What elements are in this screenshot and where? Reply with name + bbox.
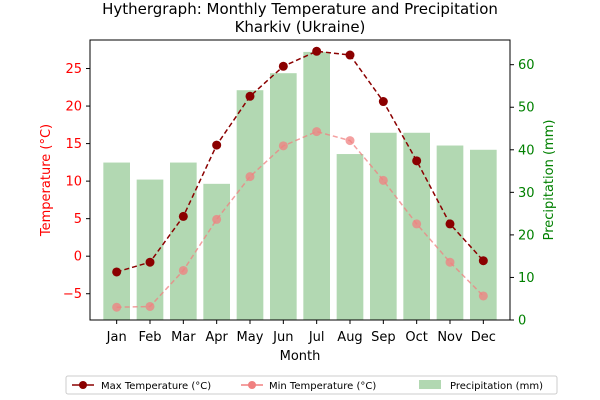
y-axis-right: 0 10 20 30 40 50 60	[510, 58, 535, 329]
legend-min-swatch-marker	[248, 381, 256, 389]
y-right-tick-label: 20	[518, 228, 535, 243]
max-temp-point	[312, 46, 322, 56]
min-temp-point	[345, 136, 355, 146]
y-left-tick-label: −5	[63, 287, 82, 302]
max-temp-point	[412, 156, 422, 166]
chart-title: Hythergraph: Monthly Temperature and Pre…	[102, 0, 498, 36]
x-tick-label: Mar	[171, 330, 196, 345]
x-tick-label: Dec	[471, 330, 496, 345]
min-temp-point	[312, 127, 322, 137]
legend-min-label: Min Temperature (°C)	[269, 381, 376, 392]
legend-precip-swatch	[419, 380, 441, 389]
min-temp-point	[478, 291, 488, 301]
min-temp-point	[245, 172, 255, 182]
x-tick-label: Jul	[308, 330, 325, 345]
y-right-tick-label: 10	[518, 271, 535, 286]
max-temp-line	[116, 50, 484, 273]
max-temp-point	[245, 91, 255, 101]
precipitation-bar	[236, 90, 264, 320]
y-left-tick-label: 15	[65, 137, 82, 152]
x-tick-label: Apr	[205, 330, 228, 345]
max-temp-point	[112, 267, 122, 277]
precipitation-bar	[303, 51, 330, 321]
y-axis-left: −5 0 5 10 15 20 25	[63, 62, 90, 302]
x-tick-label: May	[237, 330, 264, 345]
y-axis-right-label: Precipitation (mm)	[542, 120, 557, 241]
max-temp-point	[145, 257, 155, 267]
chart-title-line: Kharkiv (Ukraine)	[235, 18, 366, 36]
x-tick-label: Oct	[405, 330, 427, 345]
max-temp-point	[212, 140, 222, 150]
max-temp-point	[378, 97, 388, 107]
min-temp-point	[278, 141, 288, 151]
y-left-tick-label: 10	[65, 175, 82, 190]
precipitation-bar	[370, 132, 397, 320]
min-temp-point	[112, 302, 122, 312]
precipitation-bar	[436, 145, 464, 320]
max-temp-point	[178, 211, 188, 221]
min-temp-point	[412, 219, 422, 229]
max-temp-point	[478, 256, 488, 266]
min-temp-point	[212, 214, 222, 224]
precipitation-bar	[103, 162, 130, 320]
x-tick-label: Nov	[437, 330, 463, 345]
temperature-lines	[112, 46, 488, 312]
legend-precip-label: Precipitation (mm)	[450, 381, 543, 392]
x-tick-label: Jun	[272, 330, 293, 345]
y-left-tick-label: 25	[65, 62, 82, 77]
max-temp-point	[445, 219, 455, 229]
y-right-tick-label: 60	[518, 58, 535, 73]
chart-title-line: Hythergraph: Monthly Temperature and Pre…	[102, 0, 498, 18]
y-axis-left-label: Temperature (°C)	[39, 124, 54, 237]
legend-max-label: Max Temperature (°C)	[101, 381, 211, 392]
x-tick-label: Feb	[138, 330, 161, 345]
max-temp-point	[278, 61, 288, 71]
x-tick-label: Jan	[106, 330, 127, 345]
min-temp-point	[445, 257, 455, 267]
max-temp-point	[345, 50, 355, 60]
y-left-tick-label: 5	[74, 212, 82, 227]
min-temp-point	[145, 301, 155, 311]
precipitation-bar	[270, 73, 297, 320]
plot-frame	[89, 39, 511, 321]
y-right-tick-label: 40	[518, 143, 535, 158]
y-right-tick-label: 50	[518, 101, 535, 116]
min-temp-point	[178, 265, 188, 275]
x-axis: Jan Feb Mar Apr May Jun Jul Aug Sep Oct Nov Dec	[106, 320, 496, 345]
y-right-tick-label: 0	[518, 314, 526, 329]
x-tick-label: Aug	[337, 330, 362, 345]
min-temp-point	[378, 175, 388, 185]
precipitation-bar	[336, 154, 364, 320]
precipitation-bars	[103, 51, 497, 321]
precipitation-bar	[203, 183, 230, 320]
legend-max-swatch-marker	[79, 381, 87, 389]
x-axis-label: Month	[280, 349, 321, 364]
legend: Max Temperature (°C) Min Temperature (°C…	[65, 375, 558, 395]
y-right-tick-label: 30	[518, 186, 535, 201]
min-temp-line	[116, 130, 484, 308]
y-left-tick-label: 0	[74, 250, 82, 265]
y-left-tick-label: 20	[65, 100, 82, 115]
x-tick-label: Sep	[371, 330, 396, 345]
precipitation-bar	[170, 162, 197, 320]
